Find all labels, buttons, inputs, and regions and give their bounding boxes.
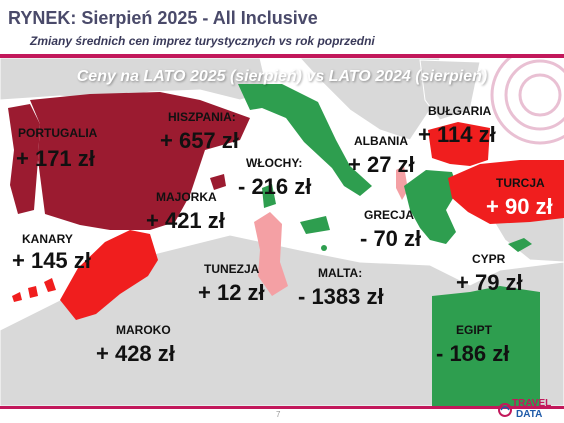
label-turcja-name: TURCJA [496,176,545,190]
label-malta-value: - 1383 zł [298,284,384,309]
page-subtitle: Zmiany średnich cen imprez turystycznych… [30,34,375,48]
label-portugalia-name: PORTUGALIA [18,126,98,140]
label-egipt-value: - 186 zł [436,341,510,366]
map-majorka [210,174,226,190]
label-wlochy-name: WŁOCHY: [246,156,303,170]
label-cypr-name: CYPR [472,252,506,266]
label-maroko-value: + 428 zł [96,341,175,366]
label-kanary-name: KANARY [22,232,73,246]
map-sycylia [300,216,330,234]
label-tunezja-value: + 12 zł [198,280,265,305]
label-bulgaria-name: BUŁGARIA [428,104,492,118]
label-malta-name: MALTA: [318,266,363,280]
label-portugalia-value: + 171 zł [16,146,95,171]
map-sardynia [262,184,276,208]
label-majorka-name: MAJORKA [156,190,217,204]
header-divider [0,54,564,58]
label-tunezja-name: TUNEZJA [204,262,260,276]
label-kanary-value: + 145 zł [12,248,91,273]
logo-globe-icon [498,403,512,417]
footer-divider [0,406,564,409]
label-albania-value: + 27 zł [348,152,415,177]
map-portugalia [8,104,40,214]
page-title: RYNEK: Sierpień 2025 - All Inclusive [8,8,318,28]
label-albania-name: ALBANIA [354,134,408,148]
label-wlochy-value: - 216 zł [238,174,312,199]
decorative-circles [490,58,564,145]
map-cypr [508,238,532,252]
logo-line2: DATA [516,409,543,420]
label-maroko-name: MAROKO [116,323,171,337]
label-cypr-value: + 79 zł [456,270,523,295]
map-wlochy [238,84,372,196]
map-egipt [432,286,540,406]
label-egipt-name: EGIPT [456,323,493,337]
label-bulgaria-value: + 114 zł [418,122,496,147]
label-turcja-value: + 90 zł [486,194,553,219]
label-grecja-name: GRECJA [364,208,415,222]
map-bulgaria [428,122,490,166]
page-number: 7 [276,410,281,419]
map-malta [321,245,327,251]
label-hiszpania-name: HISZPANIA: [168,110,236,124]
label-hiszpania-value: + 657 zł [160,128,239,153]
map-hiszpania [30,92,250,230]
map-banner: Ceny na LATO 2025 (sierpień) vs LATO 202… [76,68,488,85]
label-grecja-value: - 70 zł [360,226,422,251]
logo-line1: TRAVEL [512,398,552,409]
map-albania [396,166,408,200]
price-change-map [0,58,564,406]
label-majorka-value: + 421 zł [146,208,225,233]
map-maroko [60,230,158,320]
map-kanary [12,278,56,302]
map-tunezja [254,212,288,296]
map-turcja [448,160,564,224]
travel-data-logo: TRAVEL DATA [498,398,562,422]
map-grecja [404,170,458,244]
